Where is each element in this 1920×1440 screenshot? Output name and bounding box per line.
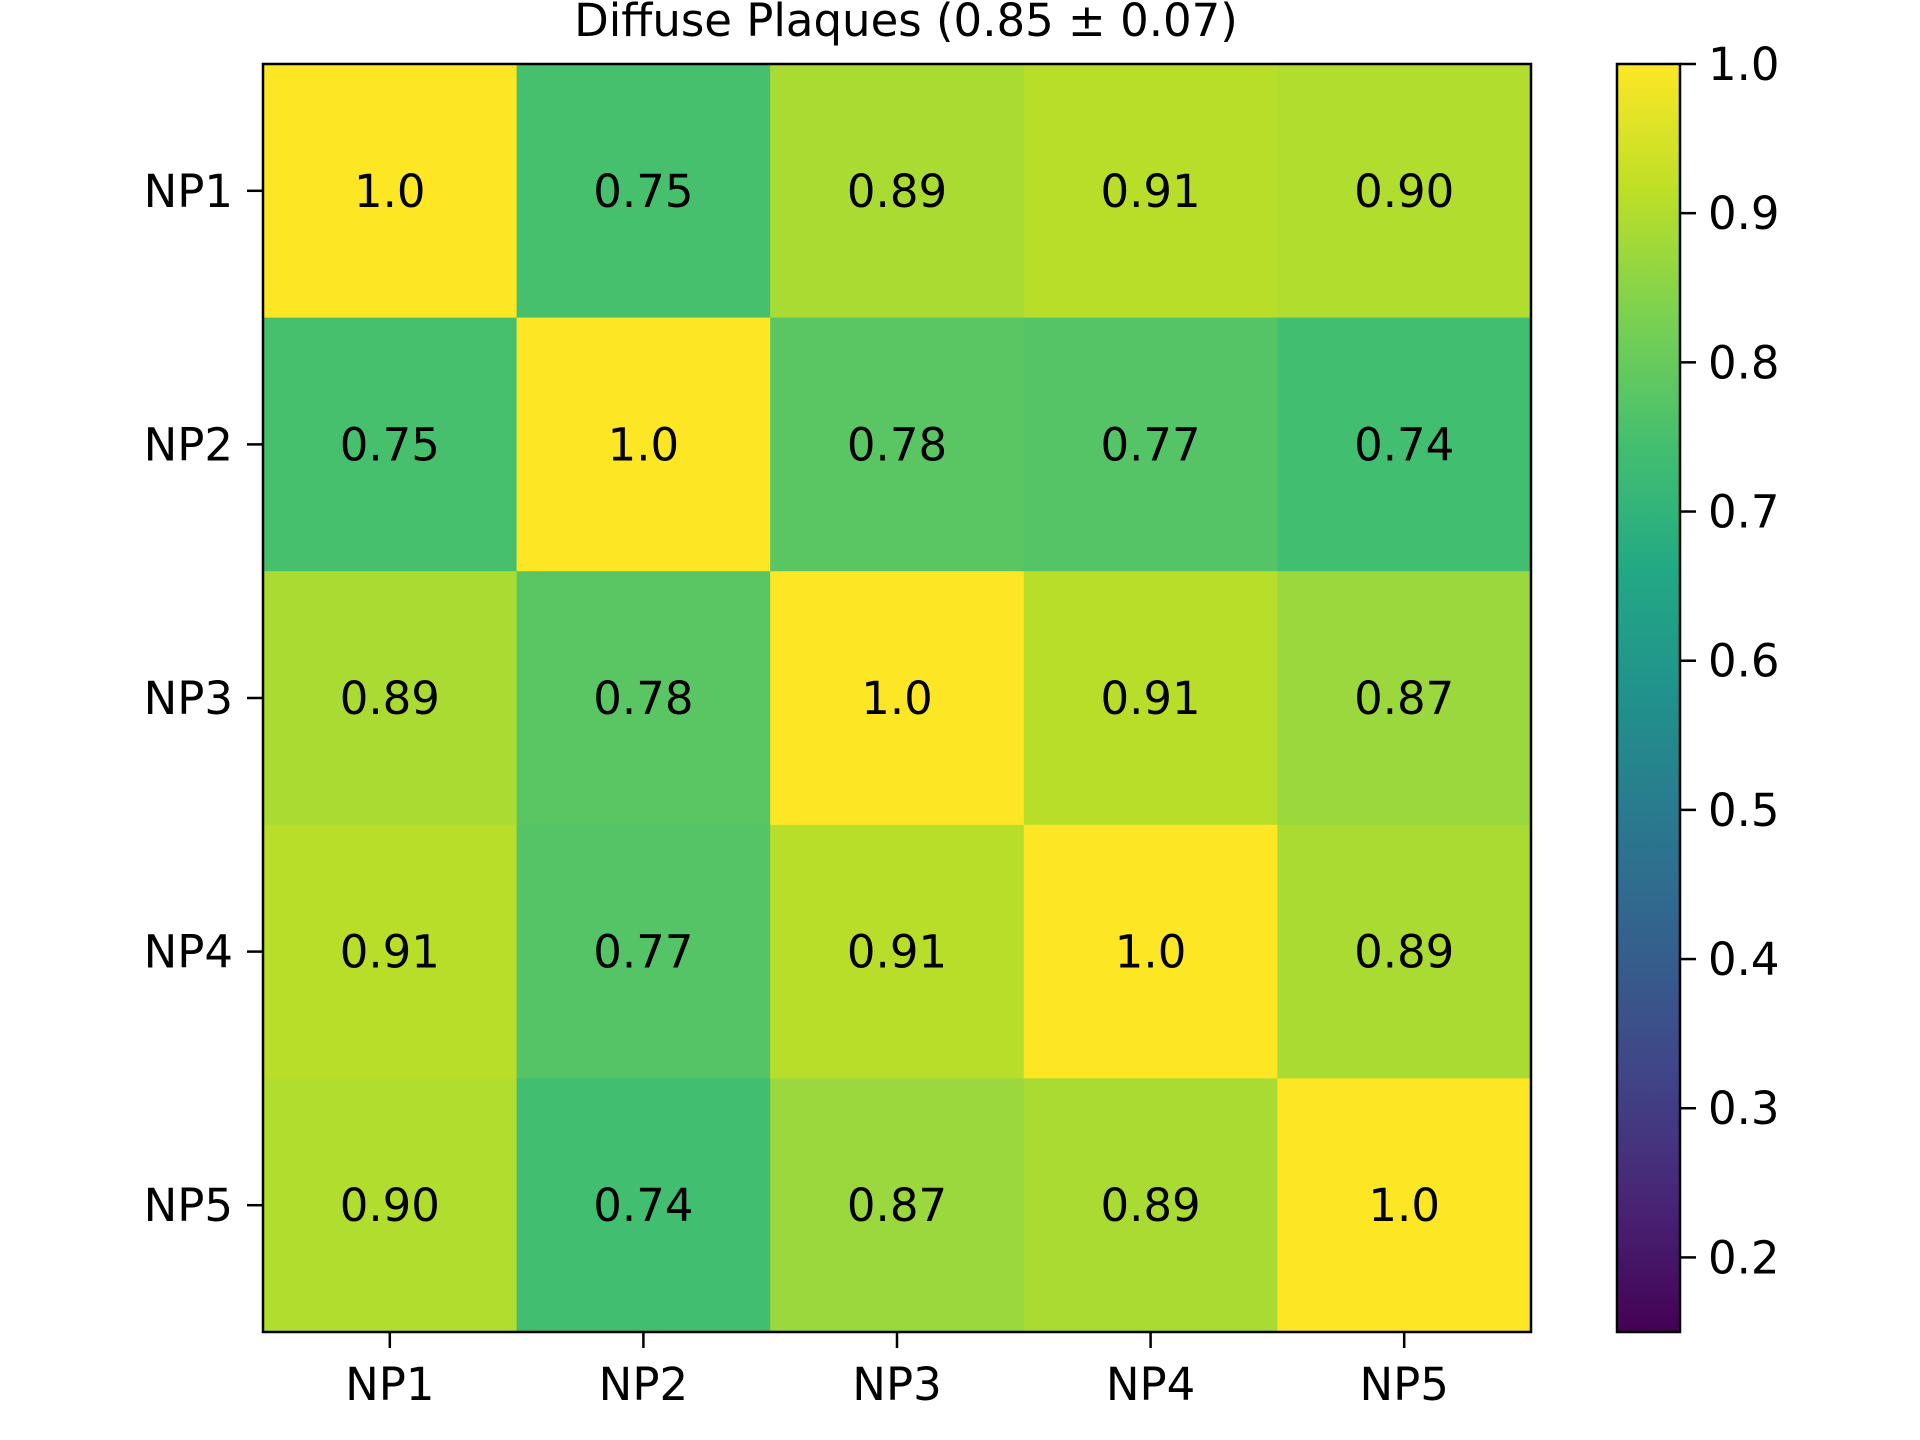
heatmap-cell-r5-c1	[263, 1078, 518, 1333]
cell-value-label-r5-c4: 0.89	[1100, 1179, 1200, 1232]
heatmap-cell-r2-c5	[1277, 317, 1532, 572]
heatmap-cell-r2-c4	[1023, 317, 1278, 572]
colorbar-tick-label: 0.9	[1708, 187, 1780, 240]
y-axis-ticks: NP1 NP2 NP3 NP4 NP5	[144, 165, 263, 1232]
heatmap-cell-r3-c3	[770, 571, 1025, 826]
cell-value-label-r3-c5: 0.87	[1354, 672, 1454, 725]
y-tick-label-np2: NP2	[144, 418, 233, 471]
colorbar-tick-label: 0.7	[1708, 486, 1780, 539]
y-tick-label-np4: NP4	[144, 926, 233, 979]
colorbar-gradient	[1615, 62, 1682, 1334]
cell-value-label-r4-c2: 0.77	[593, 926, 693, 979]
cell-value-label-r5-c2: 0.74	[593, 1179, 693, 1232]
cell-value-label-r4-c1: 0.91	[340, 926, 440, 979]
cell-value-label-r2-c2: 1.0	[608, 418, 680, 471]
cell-value-label-r2-c3: 0.78	[847, 418, 947, 471]
heatmap-cell-r2-c2	[516, 317, 771, 572]
cell-value-label-r5-c3: 0.87	[847, 1179, 947, 1232]
y-tick-label-np1: NP1	[144, 165, 233, 218]
heatmap-cell-r2-c1	[263, 317, 518, 572]
heatmap-cell-r3-c1	[263, 571, 518, 826]
y-tick-label-np5: NP5	[144, 1179, 233, 1232]
cell-value-label-r4-c5: 0.89	[1354, 926, 1454, 979]
cell-value-labels: 1.0 0.75 0.89 0.91 0.90 0.75 1.0 0.78 0.77 0.74 0.…	[340, 165, 1455, 1232]
cell-value-label-r3-c2: 0.78	[593, 672, 693, 725]
heatmap-cell-r1-c1	[263, 64, 518, 319]
heatmap-cell-r4-c2	[516, 824, 771, 1079]
heatmap-cell-r1-c2	[516, 64, 771, 319]
cell-value-label-r2-c4: 0.77	[1100, 418, 1200, 471]
cell-value-label-r5-c1: 0.90	[340, 1179, 440, 1232]
colorbar-tick-label: 0.5	[1708, 784, 1780, 837]
cell-value-label-r2-c5: 0.74	[1354, 418, 1454, 471]
heatmap-cells	[263, 64, 1532, 1333]
heatmap-cell-r4-c1	[263, 824, 518, 1079]
heatmap-cell-r1-c3	[770, 64, 1025, 319]
heatmap-cell-r4-c5	[1277, 824, 1532, 1079]
colorbar-tick-label: 0.3	[1708, 1082, 1780, 1135]
cell-value-label-r3-c1: 0.89	[340, 672, 440, 725]
x-axis-ticks: NP1 NP2 NP3 NP4 NP5	[345, 1332, 1449, 1411]
cell-value-label-r1-c1: 1.0	[354, 165, 426, 218]
cell-value-label-r5-c5: 1.0	[1368, 1179, 1440, 1232]
cell-value-label-r1-c5: 0.90	[1354, 165, 1454, 218]
cell-value-label-r1-c4: 0.91	[1100, 165, 1200, 218]
cell-value-label-r1-c2: 0.75	[593, 165, 693, 218]
cell-value-label-r4-c4: 1.0	[1115, 926, 1187, 979]
x-tick-label-np2: NP2	[599, 1358, 688, 1411]
heatmap-cell-r4-c3	[770, 824, 1025, 1079]
heatmap-cell-r4-c4	[1023, 824, 1278, 1079]
heatmap-cell-r5-c4	[1023, 1078, 1278, 1333]
heatmap-cell-r2-c3	[770, 317, 1025, 572]
heatmap-cell-r1-c5	[1277, 64, 1532, 319]
colorbar-tick-label: 0.4	[1708, 933, 1780, 986]
x-tick-label-np3: NP3	[852, 1358, 941, 1411]
heatmap-cell-r5-c5	[1277, 1078, 1532, 1333]
heatmap-cell-r1-c4	[1023, 64, 1278, 319]
cell-value-label-r3-c4: 0.91	[1100, 672, 1200, 725]
heatmap-cell-r5-c2	[516, 1078, 771, 1333]
colorbar-tick-label: 0.2	[1708, 1231, 1780, 1284]
colorbar-tick-label: 1.0	[1708, 38, 1780, 91]
cell-value-label-r1-c3: 0.89	[847, 165, 947, 218]
cell-value-label-r4-c3: 0.91	[847, 926, 947, 979]
chart-title: Diffuse Plaques (0.85 ± 0.07)	[574, 0, 1238, 47]
colorbar-tick-label: 0.6	[1708, 635, 1780, 688]
colorbar-tick-label: 0.8	[1708, 336, 1780, 389]
x-tick-label-np1: NP1	[345, 1358, 434, 1411]
cell-value-label-r2-c1: 0.75	[340, 418, 440, 471]
colorbar: 0.2 0.3 0.4 0.5 0.6 0.7 0.8 0.9 1.0	[1615, 38, 1780, 1334]
cell-value-label-r3-c3: 1.0	[861, 672, 933, 725]
x-tick-label-np5: NP5	[1359, 1358, 1448, 1411]
heatmap-cell-r3-c2	[516, 571, 771, 826]
heatmap-cell-r3-c5	[1277, 571, 1532, 826]
x-tick-label-np4: NP4	[1106, 1358, 1195, 1411]
y-tick-label-np3: NP3	[144, 672, 233, 725]
heatmap-cell-r3-c4	[1023, 571, 1278, 826]
heatmap-cell-r5-c3	[770, 1078, 1025, 1333]
